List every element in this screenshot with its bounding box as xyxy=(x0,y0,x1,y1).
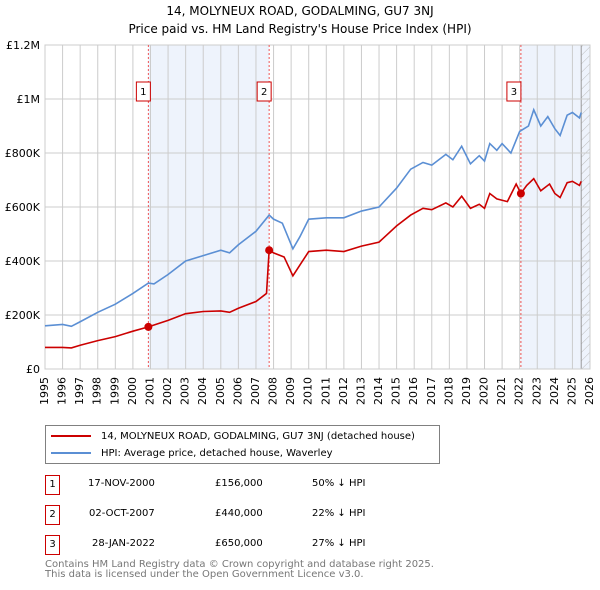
sale-point xyxy=(265,246,274,255)
legend-label-property: 14, MOLYNEUX ROAD, GODALMING, GU7 3NJ (d… xyxy=(101,430,415,442)
x-tick-label: 2017 xyxy=(425,377,438,405)
y-tick-label: £0 xyxy=(26,363,40,376)
sale-marker-badge: 1 xyxy=(45,475,60,495)
sale-label-box xyxy=(506,81,522,102)
sale-label-box xyxy=(135,81,151,102)
y-tick-label: £1M xyxy=(17,93,41,106)
x-tick-label: 2024 xyxy=(548,377,561,405)
x-tick-label: 2020 xyxy=(478,377,491,405)
x-tick-label: 2010 xyxy=(302,377,315,405)
sale-label: 1 xyxy=(140,87,146,98)
price-paid-line xyxy=(45,177,582,349)
x-tick-label: 2026 xyxy=(583,377,596,405)
y-tick-label: £600K xyxy=(5,201,41,214)
sale-row: 2 02-OCT-2007 £440,000 22% ↓ HPI xyxy=(45,505,465,527)
price-chart: 14, MOLYNEUX ROAD, GODALMING, GU7 3NJ Pr… xyxy=(5,4,596,405)
y-tick-label: £800K xyxy=(5,147,41,160)
x-tick-label: 2005 xyxy=(214,377,227,405)
x-tick-label: 2007 xyxy=(249,377,262,405)
sale-marker-badge: 2 xyxy=(45,505,60,525)
x-tick-label: 2003 xyxy=(179,377,192,405)
sale-row: 1 17-NOV-2000 £156,000 50% ↓ HPI xyxy=(45,475,465,497)
footer-licence: This data is licensed under the Open Gov… xyxy=(45,569,364,580)
sale-price: £440,000 xyxy=(215,508,263,519)
y-tick-label: £1.2M xyxy=(6,39,40,52)
sale-date: 02-OCT-2007 xyxy=(89,508,155,519)
x-tick-label: 1996 xyxy=(56,377,69,405)
sale-date: 28-JAN-2022 xyxy=(92,538,156,549)
sale-label: 2 xyxy=(261,87,267,98)
sale-label-box xyxy=(256,81,272,102)
x-tick-label: 2013 xyxy=(354,377,367,405)
x-tick-label: 2012 xyxy=(337,377,350,405)
legend: 14, MOLYNEUX ROAD, GODALMING, GU7 3NJ (d… xyxy=(45,425,440,464)
x-tick-label: 2002 xyxy=(161,377,174,405)
footer: Contains HM Land Registry data © Crown c… xyxy=(45,560,434,580)
sale-hpi-diff: 27% ↓ HPI xyxy=(312,538,366,549)
y-tick-label: £400K xyxy=(5,255,41,268)
x-tick-label: 2006 xyxy=(231,377,244,405)
x-tick-label: 2022 xyxy=(513,377,526,405)
plot-frame xyxy=(44,44,591,370)
x-tick-label: 1999 xyxy=(108,377,121,405)
x-tick-label: 1997 xyxy=(73,377,86,405)
x-tick-label: 2015 xyxy=(390,377,403,405)
sale-marker-badge: 3 xyxy=(45,535,60,555)
footer-copyright: Contains HM Land Registry data © Crown c… xyxy=(45,559,434,570)
x-tick-label: 1995 xyxy=(38,377,51,405)
sale-price: £156,000 xyxy=(215,478,263,489)
legend-label-hpi: HPI: Average price, detached house, Wave… xyxy=(101,447,333,459)
x-tick-label: 2021 xyxy=(495,377,508,405)
sale-hpi-diff: 22% ↓ HPI xyxy=(312,508,366,519)
sale-point xyxy=(516,189,525,198)
x-tick-label: 2004 xyxy=(196,377,209,405)
chart-subtitle: Price paid vs. HM Land Registry's House … xyxy=(128,22,471,36)
sale-price: £650,000 xyxy=(215,538,263,549)
legend-red-line xyxy=(51,435,91,437)
sale-label: 3 xyxy=(511,87,517,98)
sale-date: 17-NOV-2000 xyxy=(88,478,155,489)
x-tick-label: 1998 xyxy=(91,377,104,405)
chart-title: 14, MOLYNEUX ROAD, GODALMING, GU7 3NJ xyxy=(166,4,433,18)
sale-point xyxy=(144,322,153,331)
hpi-line xyxy=(44,107,582,328)
x-tick-label: 2018 xyxy=(442,377,455,405)
x-tick-label: 2025 xyxy=(565,377,578,405)
x-tick-label: 2011 xyxy=(319,377,332,405)
x-tick-label: 2000 xyxy=(126,377,139,405)
x-tick-label: 2008 xyxy=(267,377,280,405)
x-tick-label: 2001 xyxy=(143,377,156,405)
sale-hpi-diff: 50% ↓ HPI xyxy=(312,478,366,489)
x-tick-label: 2019 xyxy=(460,377,473,405)
x-tick-label: 2014 xyxy=(372,377,385,405)
sale-row: 3 28-JAN-2022 £650,000 27% ↓ HPI xyxy=(45,535,465,557)
x-tick-label: 2009 xyxy=(284,377,297,405)
legend-blue-line xyxy=(51,452,91,454)
y-tick-label: £200K xyxy=(5,309,41,322)
x-tick-label: 2023 xyxy=(530,377,543,405)
x-tick-label: 2016 xyxy=(407,377,420,405)
